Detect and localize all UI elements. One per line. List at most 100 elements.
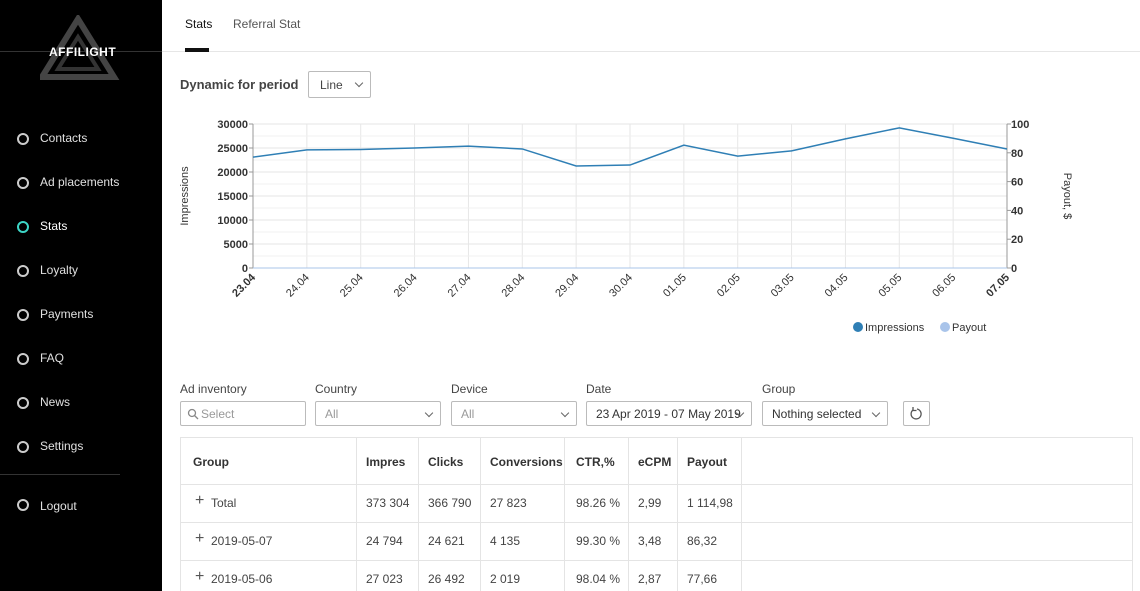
column-header: Impres — [366, 455, 406, 469]
reset-icon — [910, 407, 922, 420]
reset-button[interactable] — [903, 401, 930, 426]
x-tick-label: 01.05 — [661, 272, 689, 300]
table-cell: 4 135 — [490, 534, 521, 548]
expand-icon[interactable]: + — [195, 568, 205, 585]
y2-tick-label: 0 — [1011, 263, 1017, 275]
legend-marker — [853, 322, 863, 332]
period-select[interactable]: Line — [308, 71, 371, 98]
filter-label: Ad inventory — [180, 382, 247, 396]
chevron — [354, 78, 364, 88]
menu-icon — [17, 177, 29, 189]
y-axis-label: Impressions — [179, 166, 191, 226]
menu-item[interactable]: Payments — [40, 307, 94, 321]
tab-indicator — [185, 48, 209, 52]
filter-input[interactable]: All — [451, 401, 577, 426]
menu-item[interactable]: Ad placements — [40, 175, 120, 189]
logo: AFFILIGHT — [49, 45, 117, 59]
filter-value: All — [325, 407, 339, 421]
y-tick-label: 20000 — [217, 167, 248, 179]
column-header: Payout — [687, 455, 728, 469]
x-tick-label: 25.04 — [338, 272, 366, 300]
table-cell: 27 823 — [490, 496, 527, 510]
legend-label: Payout — [952, 322, 986, 334]
menu-icon — [17, 265, 29, 277]
logout[interactable]: Logout — [40, 499, 77, 513]
table-cell: 2019-05-07 — [211, 534, 273, 548]
x-tick-label: 26.04 — [392, 272, 420, 300]
x-tick-label: 03.05 — [769, 272, 797, 300]
chevron — [560, 408, 570, 418]
menu-item[interactable]: Settings — [40, 439, 84, 453]
column-border — [628, 438, 629, 591]
x-tick-label: 27.04 — [446, 272, 474, 300]
menu-item[interactable]: Loyalty — [40, 263, 79, 277]
legend-label: Impressions — [865, 322, 925, 334]
logo-mark — [40, 15, 120, 80]
period-label: Dynamic for period — [180, 77, 299, 92]
menu-item[interactable]: Stats — [40, 219, 68, 233]
filter-label: Group — [762, 382, 796, 396]
expand-icon[interactable]: + — [195, 492, 205, 509]
column-header: Group — [193, 455, 229, 469]
table-cell: 2,87 — [638, 572, 662, 586]
table-cell: 86,32 — [687, 534, 718, 548]
row-border — [181, 522, 1132, 523]
legend-marker — [940, 322, 950, 332]
x-tick-label: 04.05 — [823, 272, 851, 300]
table-cell: 2,99 — [638, 496, 662, 510]
logo-line — [0, 51, 162, 52]
tab[interactable]: Referral Stat — [233, 17, 301, 31]
row-border — [181, 560, 1132, 561]
search-handle — [194, 415, 199, 420]
filter-label: Date — [586, 382, 612, 396]
menu-icon — [17, 441, 29, 453]
filter-label: Country — [315, 382, 358, 396]
row-border — [181, 484, 1132, 485]
table-cell: 366 790 — [428, 496, 472, 510]
filter-input[interactable]: Nothing selected — [762, 401, 888, 426]
x-tick-label: 06.05 — [930, 272, 958, 300]
y2-tick-label: 40 — [1011, 205, 1023, 217]
expand-icon[interactable]: + — [195, 530, 205, 547]
column-border — [677, 438, 678, 591]
table-cell: 26 492 — [428, 572, 465, 586]
x-tick-label: 28.04 — [499, 272, 527, 300]
menu-item[interactable]: Contacts — [40, 131, 88, 145]
menu-item[interactable]: FAQ — [40, 351, 65, 365]
chevron — [424, 408, 434, 418]
filter-input[interactable]: All — [315, 401, 441, 426]
column-header: Conversions — [490, 455, 563, 469]
menu-item[interactable]: News — [40, 395, 71, 409]
filter-input[interactable]: Select — [180, 401, 306, 426]
tab[interactable]: Stats — [185, 17, 213, 31]
y2-tick-label: 80 — [1011, 148, 1023, 160]
search-circle — [187, 408, 197, 418]
sidebar: AFFILIGHT Contacts Ad placements Stats Loya… — [0, 0, 162, 591]
filter-label: Device — [451, 382, 488, 396]
filter-value: Select — [201, 407, 235, 421]
x-tick-label: 02.05 — [715, 272, 743, 300]
search-icon — [187, 408, 199, 420]
filter-input[interactable]: 23 Apr 2019 - 07 May 2019 — [586, 401, 752, 426]
table-cell: 1 114,98 — [687, 496, 733, 510]
table-cell: 2019-05-06 — [211, 572, 273, 586]
table-cell: Total — [211, 496, 237, 510]
y2-tick-label: 60 — [1011, 177, 1023, 189]
column-border — [564, 438, 565, 591]
column-border — [418, 438, 419, 591]
menu-icon — [17, 133, 29, 145]
table-cell: 27 023 — [366, 572, 403, 586]
tabs-line — [162, 51, 1140, 52]
x-tick-label: 29.04 — [553, 272, 581, 300]
table-cell: 24 621 — [428, 534, 465, 548]
menu-icon — [17, 309, 29, 321]
menu-icon — [17, 397, 29, 409]
y-tick-label: 0 — [242, 263, 248, 275]
x-tick-label: 23.04 — [230, 271, 259, 300]
menu-icon — [17, 353, 29, 365]
logout-icon — [17, 499, 29, 511]
divider — [0, 474, 120, 475]
table-cell: 373 304 — [366, 496, 410, 510]
y-tick-label: 30000 — [217, 119, 248, 131]
y-tick-label: 25000 — [217, 143, 248, 155]
